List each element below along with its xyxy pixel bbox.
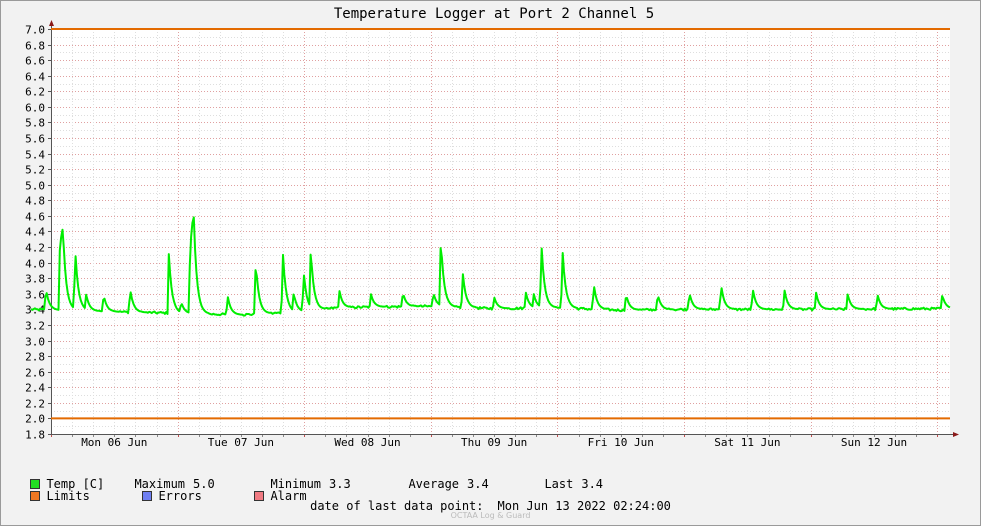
y-tick-label: 3.4 (25, 304, 45, 317)
temperature-chart: 1.8 2.0 2.2 2.4 2.6 2.8 3.0 3.2 3.4 3.6 3.8 4.0 4.2 4… (25, 6, 959, 449)
legend-row-1: Temp [C] Maximum 5.0 Minimum 3.3 Average 3.4 La… (16, 463, 603, 491)
y-tick-label: 5.6 (25, 133, 45, 146)
y-tick-label: 6.2 (25, 86, 45, 99)
x-tick-label: Mon 06 Jun (81, 436, 147, 449)
last-data-point-label: date of last data point: (310, 499, 484, 513)
y-tick-label: 6.0 (25, 102, 45, 115)
x-tick-label: Wed 08 Jun (334, 436, 400, 449)
y-tick-label: 2.4 (25, 382, 45, 395)
x-axis-arrow (953, 432, 959, 437)
x-tick-label: Fri 10 Jun (588, 436, 654, 449)
legend-alarm: Alarm (254, 489, 307, 503)
stat-minimum-label: Minimum (270, 477, 322, 491)
y-tick-label: 3.2 (25, 320, 45, 333)
x-tick-label: Sun 12 Jun (841, 436, 907, 449)
y-tick-label: 3.8 (25, 273, 45, 286)
stat-minimum: Minimum 3.3 (270, 477, 408, 491)
legend-temp-swatch (30, 479, 41, 489)
y-tick-label: 6.8 (25, 40, 45, 53)
y-tick-label: 4.4 (25, 226, 45, 239)
y-tick-label: 5.0 (25, 180, 45, 193)
y-tick-label: 5.8 (25, 117, 45, 130)
y-tick-label: 4.8 (25, 195, 45, 208)
y-tick-label: 6.6 (25, 55, 45, 68)
plot-area (51, 29, 950, 434)
x-tick-label: Tue 07 Jun (208, 436, 274, 449)
legend-alarm-label: Alarm (270, 489, 307, 503)
y-tick-label: 2.6 (25, 367, 45, 380)
legend-limits: Limits (30, 489, 142, 503)
stat-average: Average 3.4 (408, 477, 544, 491)
legend-errors-label: Errors (158, 489, 202, 503)
y-tick-label: 3.6 (25, 289, 45, 302)
legend-temp: Temp [C] (30, 477, 134, 491)
limit-lines (51, 28, 950, 420)
legend-errors: Errors (142, 489, 254, 503)
stat-last: Last 3.4 (544, 477, 603, 491)
stat-maximum: Maximum 5.0 (134, 477, 270, 491)
legend-limits-label: Limits (46, 489, 90, 503)
stat-minimum-value: 3.3 (329, 477, 351, 491)
y-axis-arrow (49, 20, 54, 26)
legend-alarm-swatch (254, 491, 265, 501)
last-data-point: date of last data point: Mon Jun 13 2022 … (0, 499, 981, 513)
stat-average-value: 3.4 (467, 477, 489, 491)
x-axis: Mon 06 Jun Tue 07 Jun Wed 08 Jun Thu 09 Jun… (48, 432, 959, 449)
y-tick-label: 2.0 (25, 413, 45, 426)
watermark: OCTAA Log & Guard (450, 511, 531, 520)
x-tick-label: Sat 11 Jun (714, 436, 780, 449)
legend-temp-label: Temp [C] (46, 477, 105, 491)
stat-maximum-value: 5.0 (193, 477, 215, 491)
y-tick-label: 5.4 (25, 149, 45, 162)
y-tick-label: 4.6 (25, 211, 45, 224)
y-axis: 1.8 2.0 2.2 2.4 2.6 2.8 3.0 3.2 3.4 3.6 3.8 4.0 4.2 4… (25, 20, 54, 442)
legend-limits-swatch (30, 491, 41, 501)
y-tick-label: 4.2 (25, 242, 45, 255)
series-group (30, 216, 951, 317)
stat-maximum-label: Maximum (134, 477, 186, 491)
y-tick-label: 3.0 (25, 336, 45, 349)
legend-row-2: Limits Errors Alarm (16, 475, 307, 503)
y-tick-label: 1.8 (25, 429, 45, 442)
y-tick-label: 6.4 (25, 71, 45, 84)
x-tick-label: Thu 09 Jun (461, 436, 527, 449)
stat-average-label: Average (408, 477, 460, 491)
temp-series-line (30, 216, 951, 317)
stat-last-label: Last (544, 477, 574, 491)
y-tick-label: 2.8 (25, 351, 45, 364)
y-tick-label: 5.2 (25, 164, 45, 177)
stat-last-value: 3.4 (581, 477, 604, 491)
chart-title: Temperature Logger at Port 2 Channel 5 (334, 6, 654, 22)
legend-errors-swatch (142, 491, 153, 501)
y-tick-label: 7.0 (25, 24, 45, 37)
last-data-point-value: Mon Jun 13 2022 02:24:00 (497, 499, 671, 513)
y-tick-label: 4.0 (25, 258, 45, 271)
y-tick-label: 2.2 (25, 398, 45, 411)
